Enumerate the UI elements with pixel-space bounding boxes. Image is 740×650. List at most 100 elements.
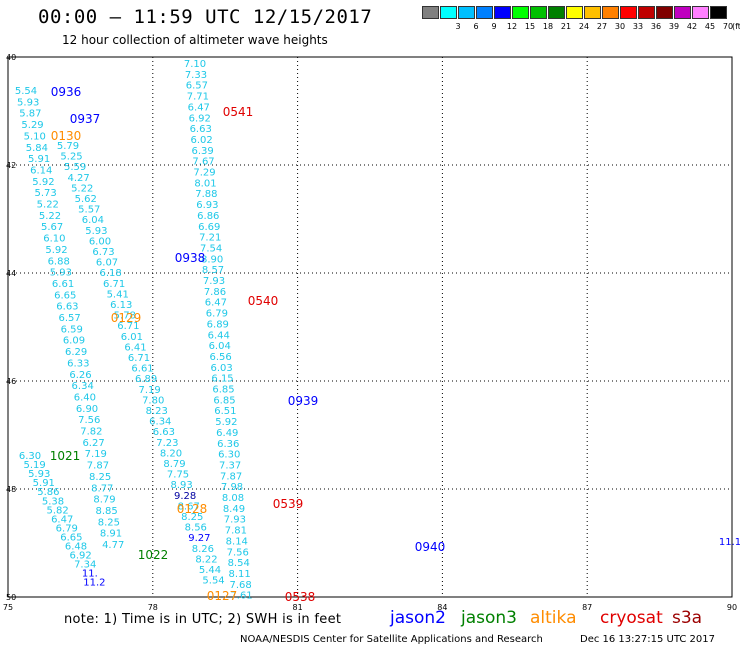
scale-swatch [584, 6, 601, 19]
color-scale-bar [422, 6, 728, 19]
swh-reading: 7.93 [203, 276, 225, 287]
swh-reading: 6.56 [210, 352, 232, 363]
swh-reading: 5.22 [71, 183, 93, 194]
overpass-time-label: 0540 [248, 294, 279, 308]
lat-label: 48 [6, 485, 16, 494]
scale-label: 21 [560, 22, 572, 31]
swh-reading: 6.86 [197, 211, 219, 222]
scale-swatch [620, 6, 637, 19]
scale-swatch [476, 6, 493, 19]
swh-reading: 8.25 [89, 472, 111, 483]
swh-reading: 6.92 [189, 113, 211, 124]
swh-reading: 5.22 [37, 200, 59, 211]
swh-reading: 7.19 [139, 385, 161, 396]
swh-reading: 6.93 [196, 200, 218, 211]
swh-reading: 5.59 [64, 162, 86, 173]
swh-reading: 7.37 [219, 460, 241, 471]
swh-reading: 8.14 [226, 536, 248, 547]
overpass-time-label: 0129 [111, 311, 142, 325]
page-title: 00:00 – 11:59 UTC 12/15/2017 [38, 6, 373, 28]
scale-swatch [548, 6, 565, 19]
swh-reading: 7.93 [224, 515, 246, 526]
lon-label: 81 [293, 603, 303, 612]
map-frame [7, 56, 733, 598]
swh-reading: 6.44 [208, 330, 230, 341]
swh-reading: 6.02 [191, 135, 213, 146]
scale-label: 36 [650, 22, 662, 31]
swh-reading: 6.10 [43, 234, 65, 245]
swh-reading: 5.91 [28, 154, 50, 165]
swh-reading: 7.54 [200, 243, 222, 254]
swh-reading: 8.22 [195, 554, 217, 565]
swh-reading: 5.41 [107, 289, 129, 300]
swh-reading: 9.28 [174, 491, 196, 502]
swh-reading: 6.40 [74, 392, 96, 403]
scale-swatch [692, 6, 709, 19]
scale-swatch [440, 6, 457, 19]
swh-reading: 5.92 [215, 417, 237, 428]
swh-reading: 6.29 [65, 347, 87, 358]
swh-reading: 6.49 [216, 428, 238, 439]
swh-reading: 5.84 [26, 143, 48, 154]
scale-swatch [530, 6, 547, 19]
overpass-time-label: 0938 [175, 251, 206, 265]
swh-reading: 5.22 [39, 211, 61, 222]
swh-reading: 8.23 [146, 406, 168, 417]
swh-reading: 6.04 [82, 215, 104, 226]
swh-reading: 6.36 [217, 439, 239, 450]
swh-reading: 6.59 [61, 324, 83, 335]
swh-reading: 6.51 [214, 406, 236, 417]
swh-reading: 5.57 [78, 205, 100, 216]
swh-reading: 6.27 [82, 438, 104, 449]
swh-reading: 5.10 [24, 131, 46, 142]
swh-reading: 5.92 [32, 177, 54, 188]
swh-reading: 5.87 [19, 109, 41, 120]
swh-reading: 8.25 [181, 512, 203, 523]
scale-label: 39 [668, 22, 680, 31]
scale-label: 70 [722, 22, 734, 31]
swh-reading: 5.54 [15, 86, 37, 97]
swh-reading: 7.61 [230, 591, 252, 602]
swh-reading: 6.30 [19, 451, 41, 462]
swh-reading: 7.56 [227, 547, 249, 558]
swh-reading: 8.79 [93, 495, 115, 506]
swh-reading: 7.33 [185, 70, 207, 81]
lon-label: 84 [437, 603, 447, 612]
swh-reading: 8.91 [100, 529, 122, 540]
swh-reading: 6.63 [153, 427, 175, 438]
lon-label: 87 [582, 603, 592, 612]
lon-label: 75 [3, 603, 13, 612]
scale-label: 42 [686, 22, 698, 31]
swh-reading: 8.25 [98, 517, 120, 528]
scale-swatch [638, 6, 655, 19]
overpass-time-label: 0538 [285, 590, 316, 604]
credits-text: NOAA/NESDIS Center for Satellite Applica… [240, 634, 543, 645]
swh-reading: 6.85 [213, 395, 235, 406]
swh-reading: 7.87 [220, 471, 242, 482]
swh-reading: 6.71 [128, 353, 150, 364]
scale-label: 24 [578, 22, 590, 31]
swh-reading: 5.19 [23, 460, 45, 471]
swh-reading: 6.07 [96, 258, 118, 269]
swh-reading: 6.15 [211, 374, 233, 385]
swh-reading: 5.93 [50, 268, 72, 279]
swh-reading: 5.79 [57, 141, 79, 152]
swh-reading: 6.89 [135, 374, 157, 385]
swh-reading: 6.30 [218, 450, 240, 461]
swh-reading: 6.61 [131, 364, 153, 375]
swh-reading: 6.71 [117, 321, 139, 332]
swh-reading: 8.90 [201, 254, 223, 265]
scale-label: 15 [524, 22, 536, 31]
swh-reading: 11. [82, 569, 98, 580]
swh-reading: 6.41 [124, 342, 146, 353]
scale-label: 18 [542, 22, 554, 31]
swh-reading: 5.73 [34, 188, 56, 199]
swh-reading: 6.57 [58, 313, 80, 324]
swh-reading: 6.33 [67, 358, 89, 369]
overpass-time-label: 0940 [415, 540, 446, 554]
swh-reading: 6.09 [63, 336, 85, 347]
swh-reading: 6.13 [110, 300, 132, 311]
swh-reading: 6.00 [89, 236, 111, 247]
swh-reading: 5.38 [42, 496, 64, 507]
swh-reading: 6.47 [51, 514, 73, 525]
